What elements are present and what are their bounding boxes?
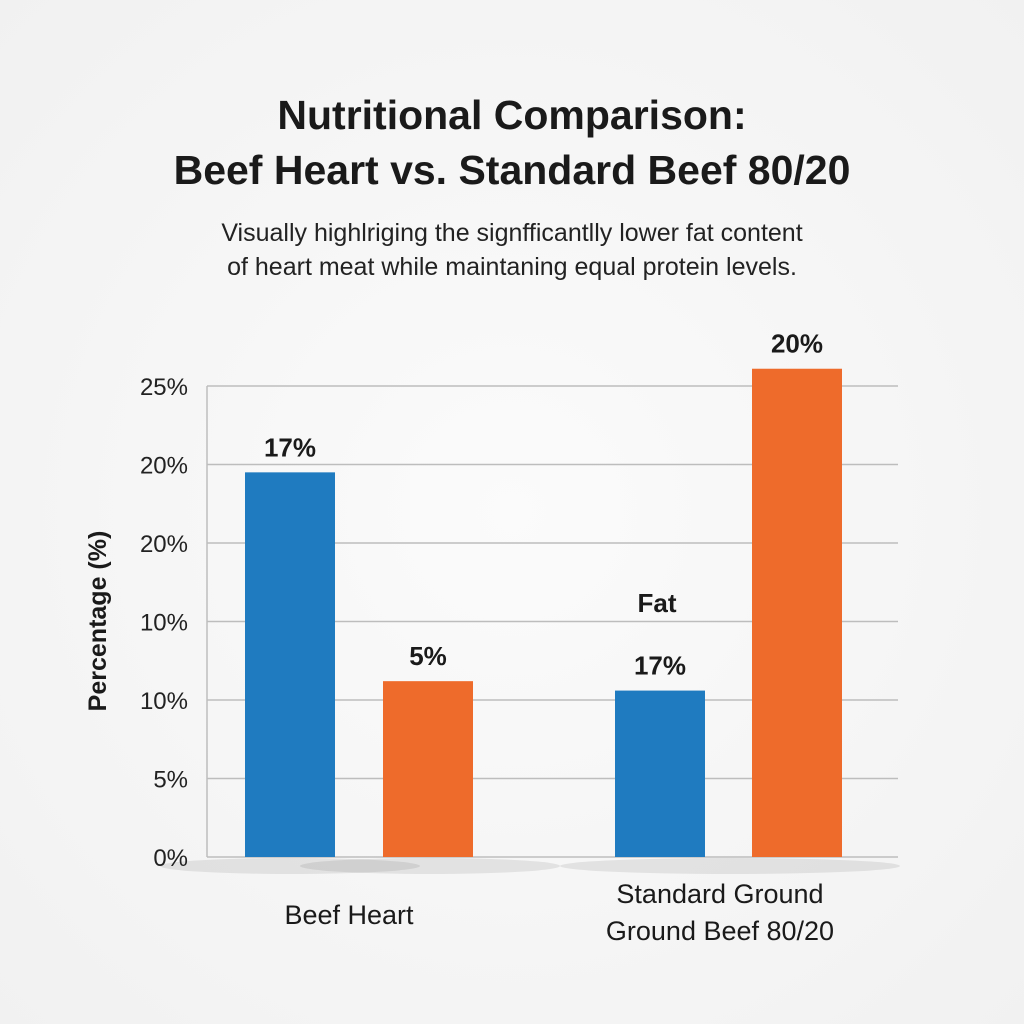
y-tick-label: 20%	[140, 531, 188, 558]
category-label: Ground Beef 80/20	[606, 916, 834, 946]
y-tick-label: 10%	[140, 688, 188, 715]
chart-title: Nutritional Comparison: Beef Heart vs. S…	[0, 88, 1024, 198]
chart-subtitle-line-1: Visually highlriging the signfficantlly …	[221, 219, 803, 247]
y-tick-label: 5%	[153, 767, 188, 794]
data-label: 20%	[771, 329, 823, 359]
data-label: 17%	[634, 651, 686, 681]
y-tick-label: 0%	[153, 845, 188, 872]
chart-title-line-1: Nutritional Comparison:	[277, 92, 747, 138]
data-label: 17%	[264, 432, 316, 462]
bar	[615, 690, 705, 857]
data-label: 5%	[409, 641, 447, 671]
bar	[752, 368, 842, 857]
y-tick-label: 20%	[140, 453, 188, 480]
category-label: Standard Ground	[616, 879, 823, 909]
category-label: Beef Heart	[284, 900, 414, 930]
chart-subtitle-line-2: of heart meat while maintaning equal pro…	[227, 253, 797, 281]
bar	[383, 681, 473, 857]
bar-shadow	[300, 858, 560, 874]
chart-subtitle: Visually highlriging the signfficantlly …	[0, 216, 1024, 284]
y-tick-label: 25%	[140, 374, 188, 401]
y-axis-label: Percentage (%)	[84, 531, 112, 712]
bar	[245, 472, 335, 857]
annotation-fat: Fat	[638, 588, 677, 618]
chart-title-line-2: Beef Heart vs. Standard Beef 80/20	[173, 147, 851, 193]
y-tick-label: 10%	[140, 610, 188, 637]
bar-shadow	[160, 858, 420, 874]
bar-shadow	[560, 858, 900, 874]
